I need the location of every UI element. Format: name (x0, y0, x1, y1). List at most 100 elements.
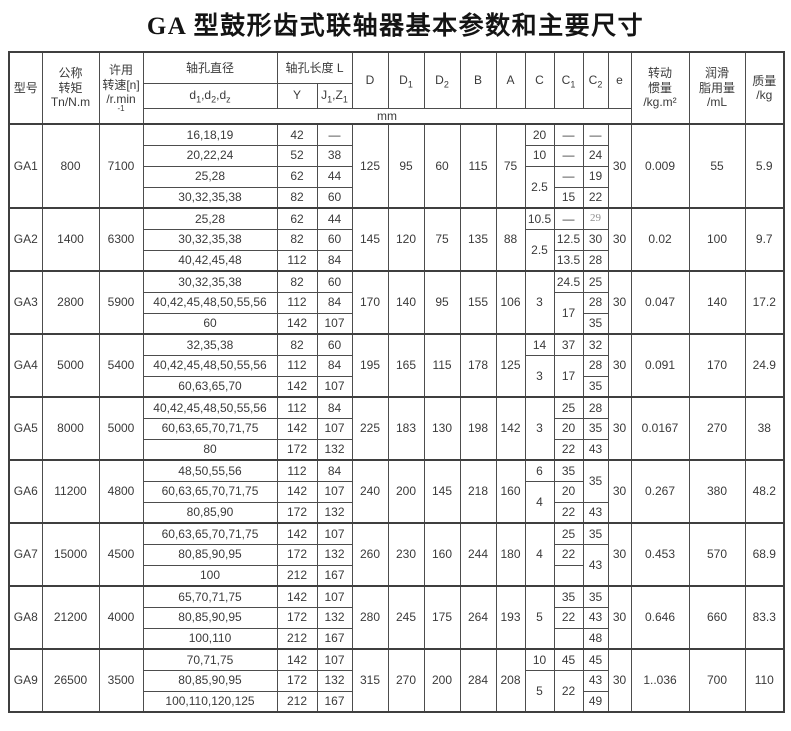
bore-diameter-cell: 40,42,45,48,50,55,56 (142, 291, 278, 314)
length-jz-cell: 132 (316, 501, 353, 524)
col-header-D1: D1 (387, 51, 425, 109)
length-y-cell: 142 (276, 522, 318, 545)
length-y-cell: 142 (276, 585, 318, 608)
bore-diameter-cell: 65,70,71,75 (142, 585, 278, 608)
model-cell: GA4 (8, 333, 43, 398)
bore-diameter-cell: 80,85,90 (142, 501, 278, 524)
length-jz-cell: 84 (316, 459, 353, 482)
length-jz-cell: 60 (316, 228, 353, 251)
dim-C-cell: 4 (524, 480, 555, 524)
dim-C2-cell: 35 (582, 459, 609, 503)
length-jz-cell: 84 (316, 249, 353, 272)
bore-diameter-cell: 80,85,90,95 (142, 669, 278, 692)
col-header-bore-sub: d1,d2,dz (142, 82, 278, 109)
dim-A-cell: 88 (495, 207, 526, 272)
dim-D-cell: 240 (351, 459, 389, 524)
table-row: GA5 8000 5000 40,42,45,48,50,55,56 112 84 225 1… (8, 396, 785, 461)
dim-D2-cell: 60 (423, 123, 461, 209)
bore-diameter-cell: 80 (142, 438, 278, 461)
torque-cell: 800 (41, 123, 100, 209)
length-jz-cell: 38 (316, 144, 353, 167)
table-row: GA8 21200 4000 65,70,71,75 142 107 280 245 175 26… (8, 585, 785, 650)
torque-cell: 26500 (41, 648, 100, 713)
length-jz-cell: 44 (316, 165, 353, 188)
dim-C1-cell: — (553, 207, 584, 230)
table-body: GA1 800 7100 16,18,19 42—125 95 60 115 75 20— —30 0… (8, 123, 785, 713)
dim-D1-cell: 245 (387, 585, 425, 650)
torque-cell: 2800 (41, 270, 100, 335)
dim-B-cell: 135 (459, 207, 497, 272)
col-header-model: 型号 (8, 51, 43, 125)
col-header-bore-diameter: 轴孔直径 (142, 51, 278, 84)
table-row: GA3 2800 5900 30,32,35,38 82 60 170 140 95 155 106… (8, 270, 785, 335)
dim-C-cell: 10 (524, 648, 555, 671)
col-header-bore-length: 轴孔长度 L (276, 51, 353, 84)
mass-cell: 9.7 (744, 207, 785, 272)
bore-diameter-cell: 40,42,45,48 (142, 249, 278, 272)
dim-C1-cell: 17 (553, 291, 584, 335)
inertia-cell: 0.0167 (630, 396, 690, 461)
dim-C2-cell: 43 (582, 543, 609, 587)
bore-diameter-cell: 16,18,19 (142, 123, 278, 146)
length-y-cell: 112 (276, 459, 318, 482)
dim-e-cell: 30 (607, 522, 632, 587)
dim-C2-cell: 43 (582, 669, 609, 692)
dim-D2-cell: 130 (423, 396, 461, 461)
length-y-cell: 172 (276, 606, 318, 629)
bore-diameter-cell: 80,85,90,95 (142, 606, 278, 629)
bore-diameter-cell: 20,22,24 (142, 144, 278, 167)
dim-C-cell: 10.5 (524, 207, 555, 230)
length-jz-cell: 167 (316, 690, 353, 713)
length-jz-cell: 107 (316, 522, 353, 545)
length-jz-cell: 107 (316, 375, 353, 398)
dim-C2-cell: 48 (582, 627, 609, 650)
dim-e-cell: 30 (607, 333, 632, 398)
dim-A-cell: 75 (495, 123, 526, 209)
bore-diameter-cell: 32,35,38 (142, 333, 278, 356)
torque-cell: 21200 (41, 585, 100, 650)
dim-C2-cell: 35 (582, 585, 609, 608)
grease-cell: 700 (688, 648, 746, 713)
length-jz-cell: 84 (316, 354, 353, 377)
bore-diameter-cell: 30,32,35,38 (142, 270, 278, 293)
model-cell: GA7 (8, 522, 43, 587)
dim-D-cell: 125 (351, 123, 389, 209)
dim-D1-cell: 270 (387, 648, 425, 713)
dim-e-cell: 30 (607, 396, 632, 461)
table-header: 型号 公称 转矩 Tn/N.m 许用 转速[n] /r.min -1 轴孔直径 … (8, 51, 785, 125)
length-y-cell: 142 (276, 417, 318, 440)
length-y-cell: 112 (276, 396, 318, 419)
col-header-C1: C1 (553, 51, 584, 109)
grease-cell: 380 (688, 459, 746, 524)
table-row: 80,85,90 172 132 22 43 (9, 501, 784, 524)
bore-diameter-cell: 80,85,90,95 (142, 543, 278, 566)
speed-cell: 5000 (98, 396, 144, 461)
dim-C2-cell: 43 (582, 501, 609, 524)
dim-C2-cell: 32 (582, 333, 609, 356)
speed-label: 许用 转速[n] /r.min (102, 63, 140, 107)
length-y-cell: 112 (276, 354, 318, 377)
dim-C-cell: 3 (524, 354, 555, 398)
dim-B-cell: 115 (459, 123, 497, 209)
length-y-cell: 142 (276, 648, 318, 671)
dim-e-cell: 30 (607, 459, 632, 524)
length-jz-cell: 60 (316, 270, 353, 293)
dim-C1-cell: 15 (553, 186, 584, 209)
dim-A-cell: 106 (495, 270, 526, 335)
grease-cell: 140 (688, 270, 746, 335)
mass-cell: 83.3 (744, 585, 785, 650)
mass-cell: 110 (744, 648, 785, 713)
speed-cell: 7100 (98, 123, 144, 209)
col-header-e: e (607, 51, 632, 109)
torque-cell: 5000 (41, 333, 100, 398)
length-jz-cell: 167 (316, 627, 353, 650)
bore-diameter-cell: 40,42,45,48,50,55,56 (142, 354, 278, 377)
dim-C-cell: 5 (524, 669, 555, 713)
table-row: 100 212 167 (9, 564, 784, 587)
dim-C1-cell: 25 (553, 396, 584, 419)
dim-D1-cell: 120 (387, 207, 425, 272)
dim-e-cell: 30 (607, 270, 632, 335)
col-header-B: B (459, 51, 497, 109)
dim-B-cell: 178 (459, 333, 497, 398)
model-cell: GA9 (8, 648, 43, 713)
